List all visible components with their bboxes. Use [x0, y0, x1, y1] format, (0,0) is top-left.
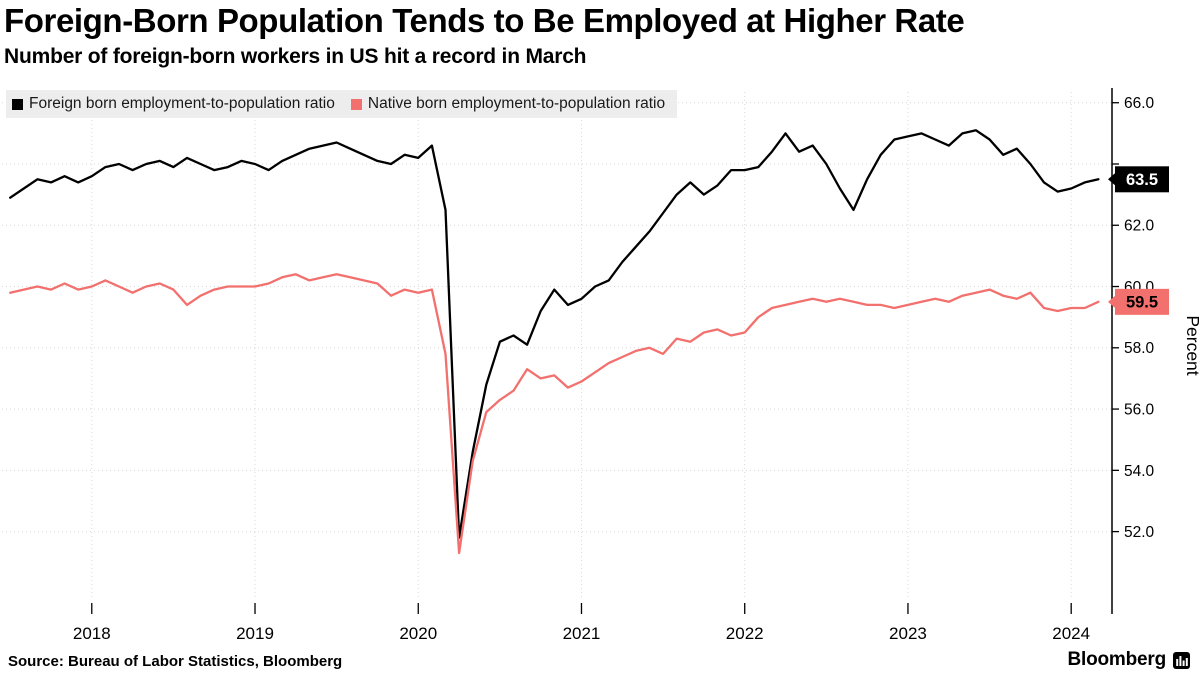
chart-subtitle: Number of foreign-born workers in US hit… — [4, 45, 587, 68]
x-tick-label: 2023 — [889, 624, 927, 643]
x-tick-label: 2018 — [73, 624, 111, 643]
legend-item-native-born: Native born employment-to-population rat… — [350, 95, 666, 113]
y-axis-title: Percent — [1183, 315, 1200, 375]
y-tick-label: 52.0 — [1124, 524, 1155, 541]
legend-label-foreign-born: Foreign born employment-to-population ra… — [29, 95, 335, 112]
end-value-badge — [1115, 166, 1169, 193]
legend-item-foreign-born: Foreign born employment-to-population ra… — [12, 95, 335, 113]
y-tick-label: 62.0 — [1124, 218, 1155, 235]
bloomberg-logo-icon — [1173, 651, 1190, 669]
chart-header: Foreign-Born Population Tends to Be Empl… — [4, 0, 1200, 69]
x-tick-label: 2022 — [726, 624, 764, 643]
end-value-badge-notch — [1108, 173, 1115, 186]
end-value-label: 59.5 — [1126, 294, 1158, 312]
legend: Foreign born employment-to-population ra… — [6, 90, 678, 118]
y-tick-label: 58.0 — [1124, 340, 1155, 357]
y-tick-label: 66.0 — [1124, 95, 1155, 112]
bloomberg-brand: Bloomberg — [1068, 649, 1190, 671]
source-note: Source: Bureau of Labor Statistics, Bloo… — [8, 653, 343, 670]
end-value-badge-notch — [1108, 295, 1115, 308]
end-value-label: 63.5 — [1126, 171, 1158, 189]
legend-label-native-born: Native born employment-to-population rat… — [367, 95, 666, 112]
y-tick-label: 56.0 — [1124, 401, 1155, 418]
x-tick-label: 2021 — [563, 624, 601, 643]
legend-swatch-foreign-born — [12, 98, 23, 110]
chart-title: Foreign-Born Population Tends to Be Empl… — [4, 2, 965, 39]
end-value-badge — [1115, 288, 1169, 315]
x-tick-label: 2024 — [1052, 624, 1090, 643]
y-tick-label: 54.0 — [1124, 463, 1155, 480]
series-line-foreign-born — [9, 129, 1100, 539]
series-line-native-born — [9, 273, 1100, 555]
bloomberg-wordmark: Bloomberg — [1067, 649, 1167, 670]
x-tick-label: 2020 — [399, 624, 437, 643]
legend-swatch-native-born — [350, 98, 362, 110]
x-tick-label: 2019 — [236, 624, 274, 643]
